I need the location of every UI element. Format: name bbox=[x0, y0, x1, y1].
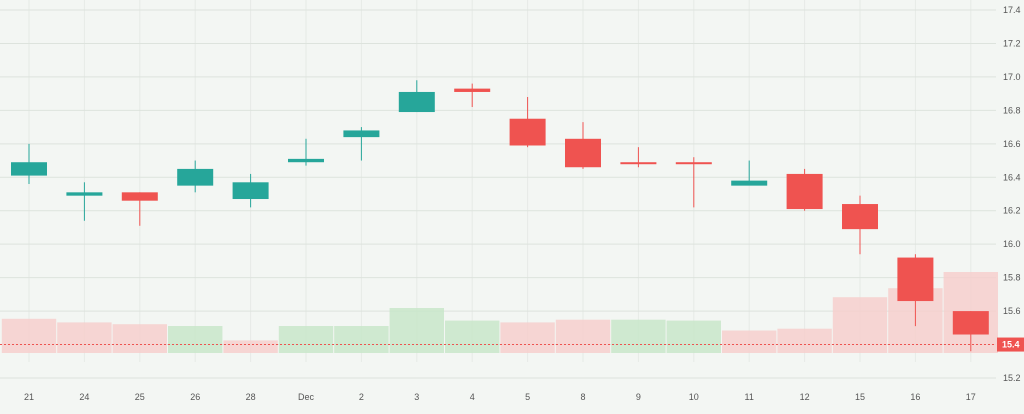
candle bbox=[731, 160, 768, 186]
y-axis: 17.4 17.2 17.0 16.8 16.6 16.4 16.2 16.0 15.8 15.6… bbox=[1003, 5, 1021, 383]
candle bbox=[620, 147, 657, 168]
x-tick-label: 11 bbox=[745, 392, 754, 402]
x-tick-label: 12 bbox=[800, 392, 810, 402]
x-tick-label: 24 bbox=[79, 392, 89, 402]
candle-body bbox=[897, 257, 934, 302]
volume-bar bbox=[278, 326, 334, 353]
candles bbox=[11, 80, 989, 352]
last-price-badge-bg bbox=[997, 337, 1024, 352]
candle-body bbox=[786, 173, 823, 210]
x-axis: 21 24 25 26 28 Dec 2 3 4 5 8 9 10 11 12 15 16 17 bbox=[24, 392, 976, 402]
x-tick-label: 26 bbox=[190, 392, 200, 402]
volume-bar bbox=[223, 340, 278, 353]
volume-bar bbox=[832, 297, 888, 353]
volume-bar bbox=[57, 322, 112, 353]
candle bbox=[11, 143, 47, 184]
y-tick-label: 17.2 bbox=[1003, 38, 1021, 48]
candle-body bbox=[121, 192, 158, 201]
candle-body bbox=[232, 182, 269, 200]
candle bbox=[842, 195, 878, 255]
volume-bar bbox=[777, 328, 832, 353]
volume-bar bbox=[500, 322, 555, 353]
volume-bar bbox=[666, 320, 721, 353]
x-tick-label: 25 bbox=[135, 392, 145, 402]
candle bbox=[786, 168, 823, 211]
y-tick-label: 16.8 bbox=[1003, 105, 1021, 115]
candle-body bbox=[288, 158, 324, 163]
y-tick-label: 15.8 bbox=[1003, 273, 1021, 283]
candle-body bbox=[565, 138, 601, 168]
last-price-badge: 15.4 bbox=[997, 337, 1024, 352]
volume-bar bbox=[334, 326, 389, 353]
y-tick-label: 17.0 bbox=[1003, 72, 1021, 82]
last-price-label: 15.4 bbox=[1002, 340, 1020, 350]
candle bbox=[66, 182, 103, 221]
y-tick-label: 16.0 bbox=[1003, 239, 1021, 249]
candle-body bbox=[952, 311, 989, 335]
x-tick-label: 9 bbox=[636, 392, 641, 402]
x-tick-label: 8 bbox=[580, 392, 585, 402]
candle-body bbox=[620, 162, 657, 165]
candle-body bbox=[343, 130, 380, 138]
y-tick-label: 16.4 bbox=[1003, 172, 1021, 182]
candle bbox=[675, 157, 712, 208]
volume-bar bbox=[112, 324, 167, 353]
x-tick-label: 4 bbox=[470, 392, 475, 402]
x-tick-label: 28 bbox=[246, 392, 256, 402]
candle bbox=[454, 83, 491, 108]
y-tick-label: 16.6 bbox=[1003, 139, 1021, 149]
x-tick-label: 3 bbox=[414, 392, 419, 402]
candle-body bbox=[675, 162, 712, 165]
candle-body bbox=[454, 88, 491, 92]
candle bbox=[897, 254, 934, 327]
volume-bar bbox=[445, 320, 500, 353]
volume-bar bbox=[389, 308, 444, 353]
x-tick-label: 16 bbox=[910, 392, 920, 402]
volume-bar bbox=[611, 319, 666, 353]
x-tick-label: 17 bbox=[966, 392, 976, 402]
candle-body bbox=[177, 168, 214, 186]
x-tick-label: 15 bbox=[855, 392, 865, 402]
candle bbox=[343, 127, 380, 161]
candle bbox=[121, 192, 158, 226]
y-tick-label: 15.2 bbox=[1003, 373, 1021, 383]
x-tick-label: 21 bbox=[24, 392, 34, 402]
candle bbox=[398, 80, 435, 113]
volume-bar bbox=[555, 319, 611, 353]
y-tick-label: 16.2 bbox=[1003, 206, 1021, 216]
x-tick-label: 5 bbox=[525, 392, 530, 402]
candle bbox=[232, 173, 269, 208]
volume-bars bbox=[1, 272, 998, 353]
volume-bar bbox=[168, 326, 223, 353]
candle-body bbox=[398, 91, 435, 113]
y-tick-label: 17.4 bbox=[1003, 5, 1021, 15]
candle bbox=[177, 160, 214, 193]
candle-body bbox=[731, 180, 768, 186]
volume-bar bbox=[722, 330, 777, 353]
candle-body bbox=[66, 192, 103, 196]
candle-body bbox=[11, 162, 47, 176]
candle bbox=[288, 138, 324, 166]
x-tick-label: 2 bbox=[359, 392, 364, 402]
candle-body bbox=[842, 204, 878, 230]
candle-body bbox=[509, 118, 546, 146]
y-tick-label: 15.6 bbox=[1003, 306, 1021, 316]
x-tick-label: Dec bbox=[298, 392, 315, 402]
candle bbox=[509, 96, 546, 148]
candle bbox=[565, 122, 601, 169]
x-tick-label: 10 bbox=[689, 392, 699, 402]
volume-bar bbox=[1, 318, 57, 353]
candle bbox=[952, 311, 989, 352]
